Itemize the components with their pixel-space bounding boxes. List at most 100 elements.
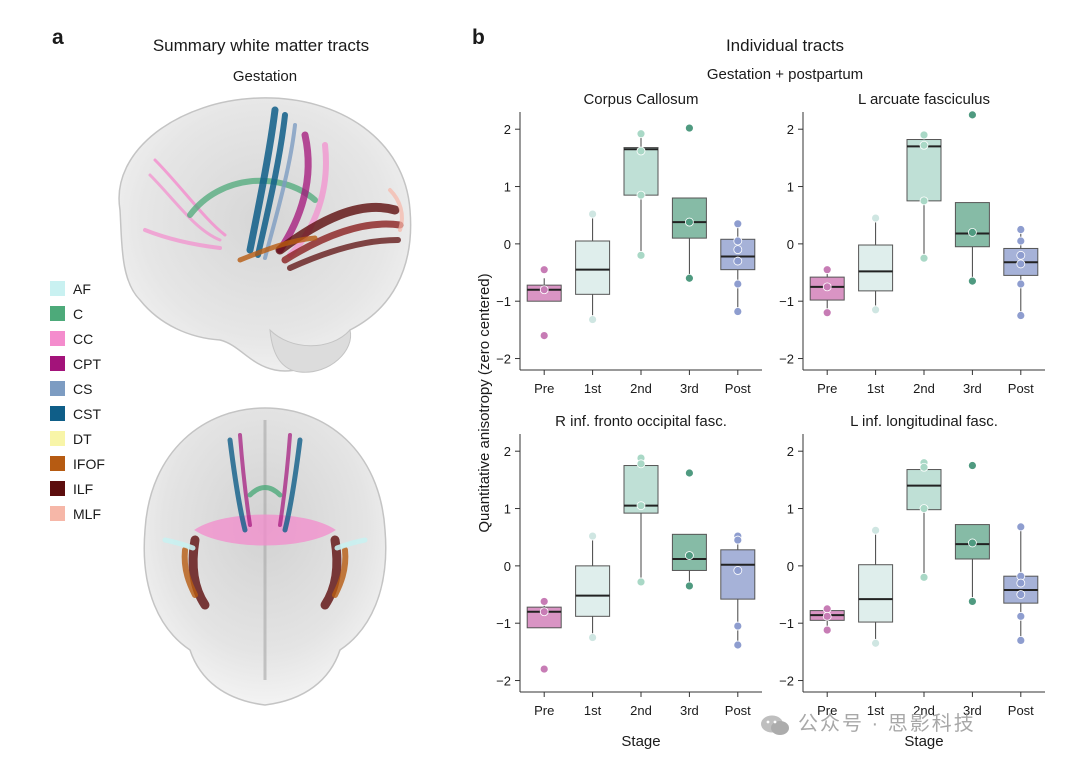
data-point	[1016, 611, 1026, 621]
legend-item-cs: CS	[50, 376, 105, 401]
x-tick-label: Post	[725, 703, 751, 718]
y-tick-label: 0	[787, 237, 794, 252]
data-point	[871, 305, 880, 315]
data-point	[685, 551, 694, 560]
data-point	[919, 130, 929, 140]
panel-b-title: Individual tracts	[725, 36, 845, 55]
data-point	[733, 245, 743, 255]
brain-coronal-illustration	[143, 407, 387, 706]
x-tick-label: 1st	[584, 381, 602, 396]
y-tick-label: 2	[787, 444, 794, 459]
boxplot-subplot: R inf. fronto occipital fasc. −2 −1 0 1 2 Pre 1…	[496, 413, 762, 718]
legend-label: CC	[73, 330, 94, 347]
data-point	[636, 577, 646, 587]
y-tick-label: −2	[779, 352, 794, 367]
y-tick-label: 2	[504, 122, 511, 137]
legend-label: CPT	[73, 355, 101, 372]
x-axis-label: Stage	[621, 733, 660, 750]
legend-label: AF	[73, 280, 91, 297]
legend-label: ILF	[73, 480, 94, 497]
tract-legend: AF C CC CPT CS CST DT IFOF ILF MLF	[50, 276, 105, 526]
x-tick-label: 1st	[867, 703, 885, 718]
legend-swatch	[50, 306, 65, 321]
data-point	[1016, 522, 1026, 532]
box-iqr	[858, 564, 894, 623]
boxplot-subplot: L inf. longitudinal fasc. −2 −1 0 1 2 Pre 1st 2n…	[779, 413, 1045, 718]
data-point	[968, 110, 977, 120]
legend-label: CS	[73, 380, 93, 397]
x-tick-label: Pre	[817, 703, 837, 718]
legend-item-cpt: CPT	[50, 351, 105, 376]
data-point	[1016, 311, 1026, 320]
data-point	[1016, 636, 1026, 645]
data-point	[871, 638, 880, 648]
data-point	[1016, 225, 1026, 234]
legend-item-mlf: MLF	[50, 501, 105, 526]
legend-swatch	[50, 406, 65, 421]
y-axis-label: Quantitative anisotropy (zero centered)	[476, 273, 493, 532]
x-tick-label: 2nd	[913, 381, 935, 396]
box-iqr	[906, 469, 942, 511]
box-iqr	[858, 244, 894, 292]
y-tick-label: −2	[496, 352, 511, 367]
data-point	[871, 525, 880, 535]
data-point	[919, 572, 929, 582]
data-point	[919, 504, 929, 513]
data-point	[539, 597, 549, 606]
legend-swatch	[50, 506, 65, 521]
data-point	[636, 250, 646, 260]
legend-swatch	[50, 381, 65, 396]
data-point	[636, 129, 646, 139]
box-iqr	[954, 202, 990, 248]
x-tick-label: 1st	[584, 703, 602, 718]
data-point	[539, 331, 549, 341]
data-point	[733, 566, 743, 575]
y-tick-label: 0	[504, 237, 511, 252]
panel-b-subtitle: Gestation + postpartum	[706, 66, 864, 83]
data-point	[968, 461, 977, 470]
x-tick-label: Post	[1008, 703, 1034, 718]
y-tick-label: −1	[496, 616, 511, 631]
legend-item-af: AF	[50, 276, 105, 301]
legend-label: MLF	[73, 505, 101, 522]
legend-swatch	[50, 331, 65, 346]
data-point	[822, 308, 832, 318]
data-point	[919, 140, 929, 150]
x-axis-label: Stage	[904, 733, 943, 750]
data-point	[968, 538, 977, 548]
data-point	[685, 468, 694, 478]
box-iqr	[575, 565, 611, 617]
subplot-title: L arcuate fasciculus	[858, 91, 990, 108]
legend-swatch	[50, 431, 65, 446]
x-tick-label: 3rd	[680, 703, 699, 718]
box-iqr	[906, 139, 942, 202]
data-point	[822, 282, 832, 292]
y-tick-label: −1	[779, 616, 794, 631]
y-tick-label: −1	[496, 294, 511, 309]
data-point	[968, 276, 977, 286]
data-point	[822, 611, 832, 621]
data-point	[636, 459, 646, 469]
legend-item-ifof: IFOF	[50, 451, 105, 476]
legend-label: CST	[73, 405, 101, 422]
data-point	[539, 664, 549, 674]
legend-label: IFOF	[73, 455, 105, 472]
y-tick-label: 1	[504, 502, 511, 517]
data-point	[1016, 250, 1026, 260]
x-tick-label: Post	[1008, 381, 1034, 396]
data-point	[733, 256, 743, 266]
x-tick-label: 2nd	[630, 381, 652, 396]
legend-item-c: C	[50, 301, 105, 326]
data-point	[685, 273, 694, 283]
data-point	[588, 531, 597, 541]
data-point	[1016, 279, 1026, 289]
data-point	[822, 604, 832, 614]
data-point	[733, 640, 743, 650]
data-point	[919, 462, 929, 472]
data-point	[588, 209, 597, 219]
legend-item-dt: DT	[50, 426, 105, 451]
legend-swatch	[50, 356, 65, 371]
y-tick-label: −2	[496, 674, 511, 689]
data-point	[539, 607, 549, 617]
